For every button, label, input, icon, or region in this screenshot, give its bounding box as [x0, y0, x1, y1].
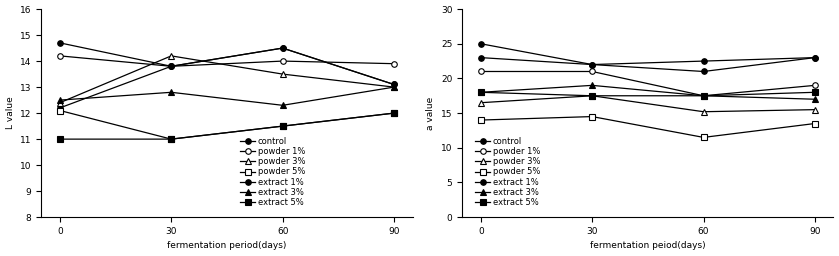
X-axis label: fermentation peiod(days): fermentation peiod(days) — [590, 241, 706, 250]
Y-axis label: L value: L value — [6, 97, 14, 130]
Legend: control, powder 1%, powder 3%, powder 5%, extract 1%, extract 3%, extract 5%: control, powder 1%, powder 3%, powder 5%… — [238, 135, 307, 209]
X-axis label: fermentation period(days): fermentation period(days) — [167, 241, 287, 250]
Legend: control, powder 1%, powder 3%, powder 5%, extract 1%, extract 3%, extract 5%: control, powder 1%, powder 3%, powder 5%… — [474, 135, 542, 209]
Y-axis label: a value: a value — [426, 97, 435, 130]
